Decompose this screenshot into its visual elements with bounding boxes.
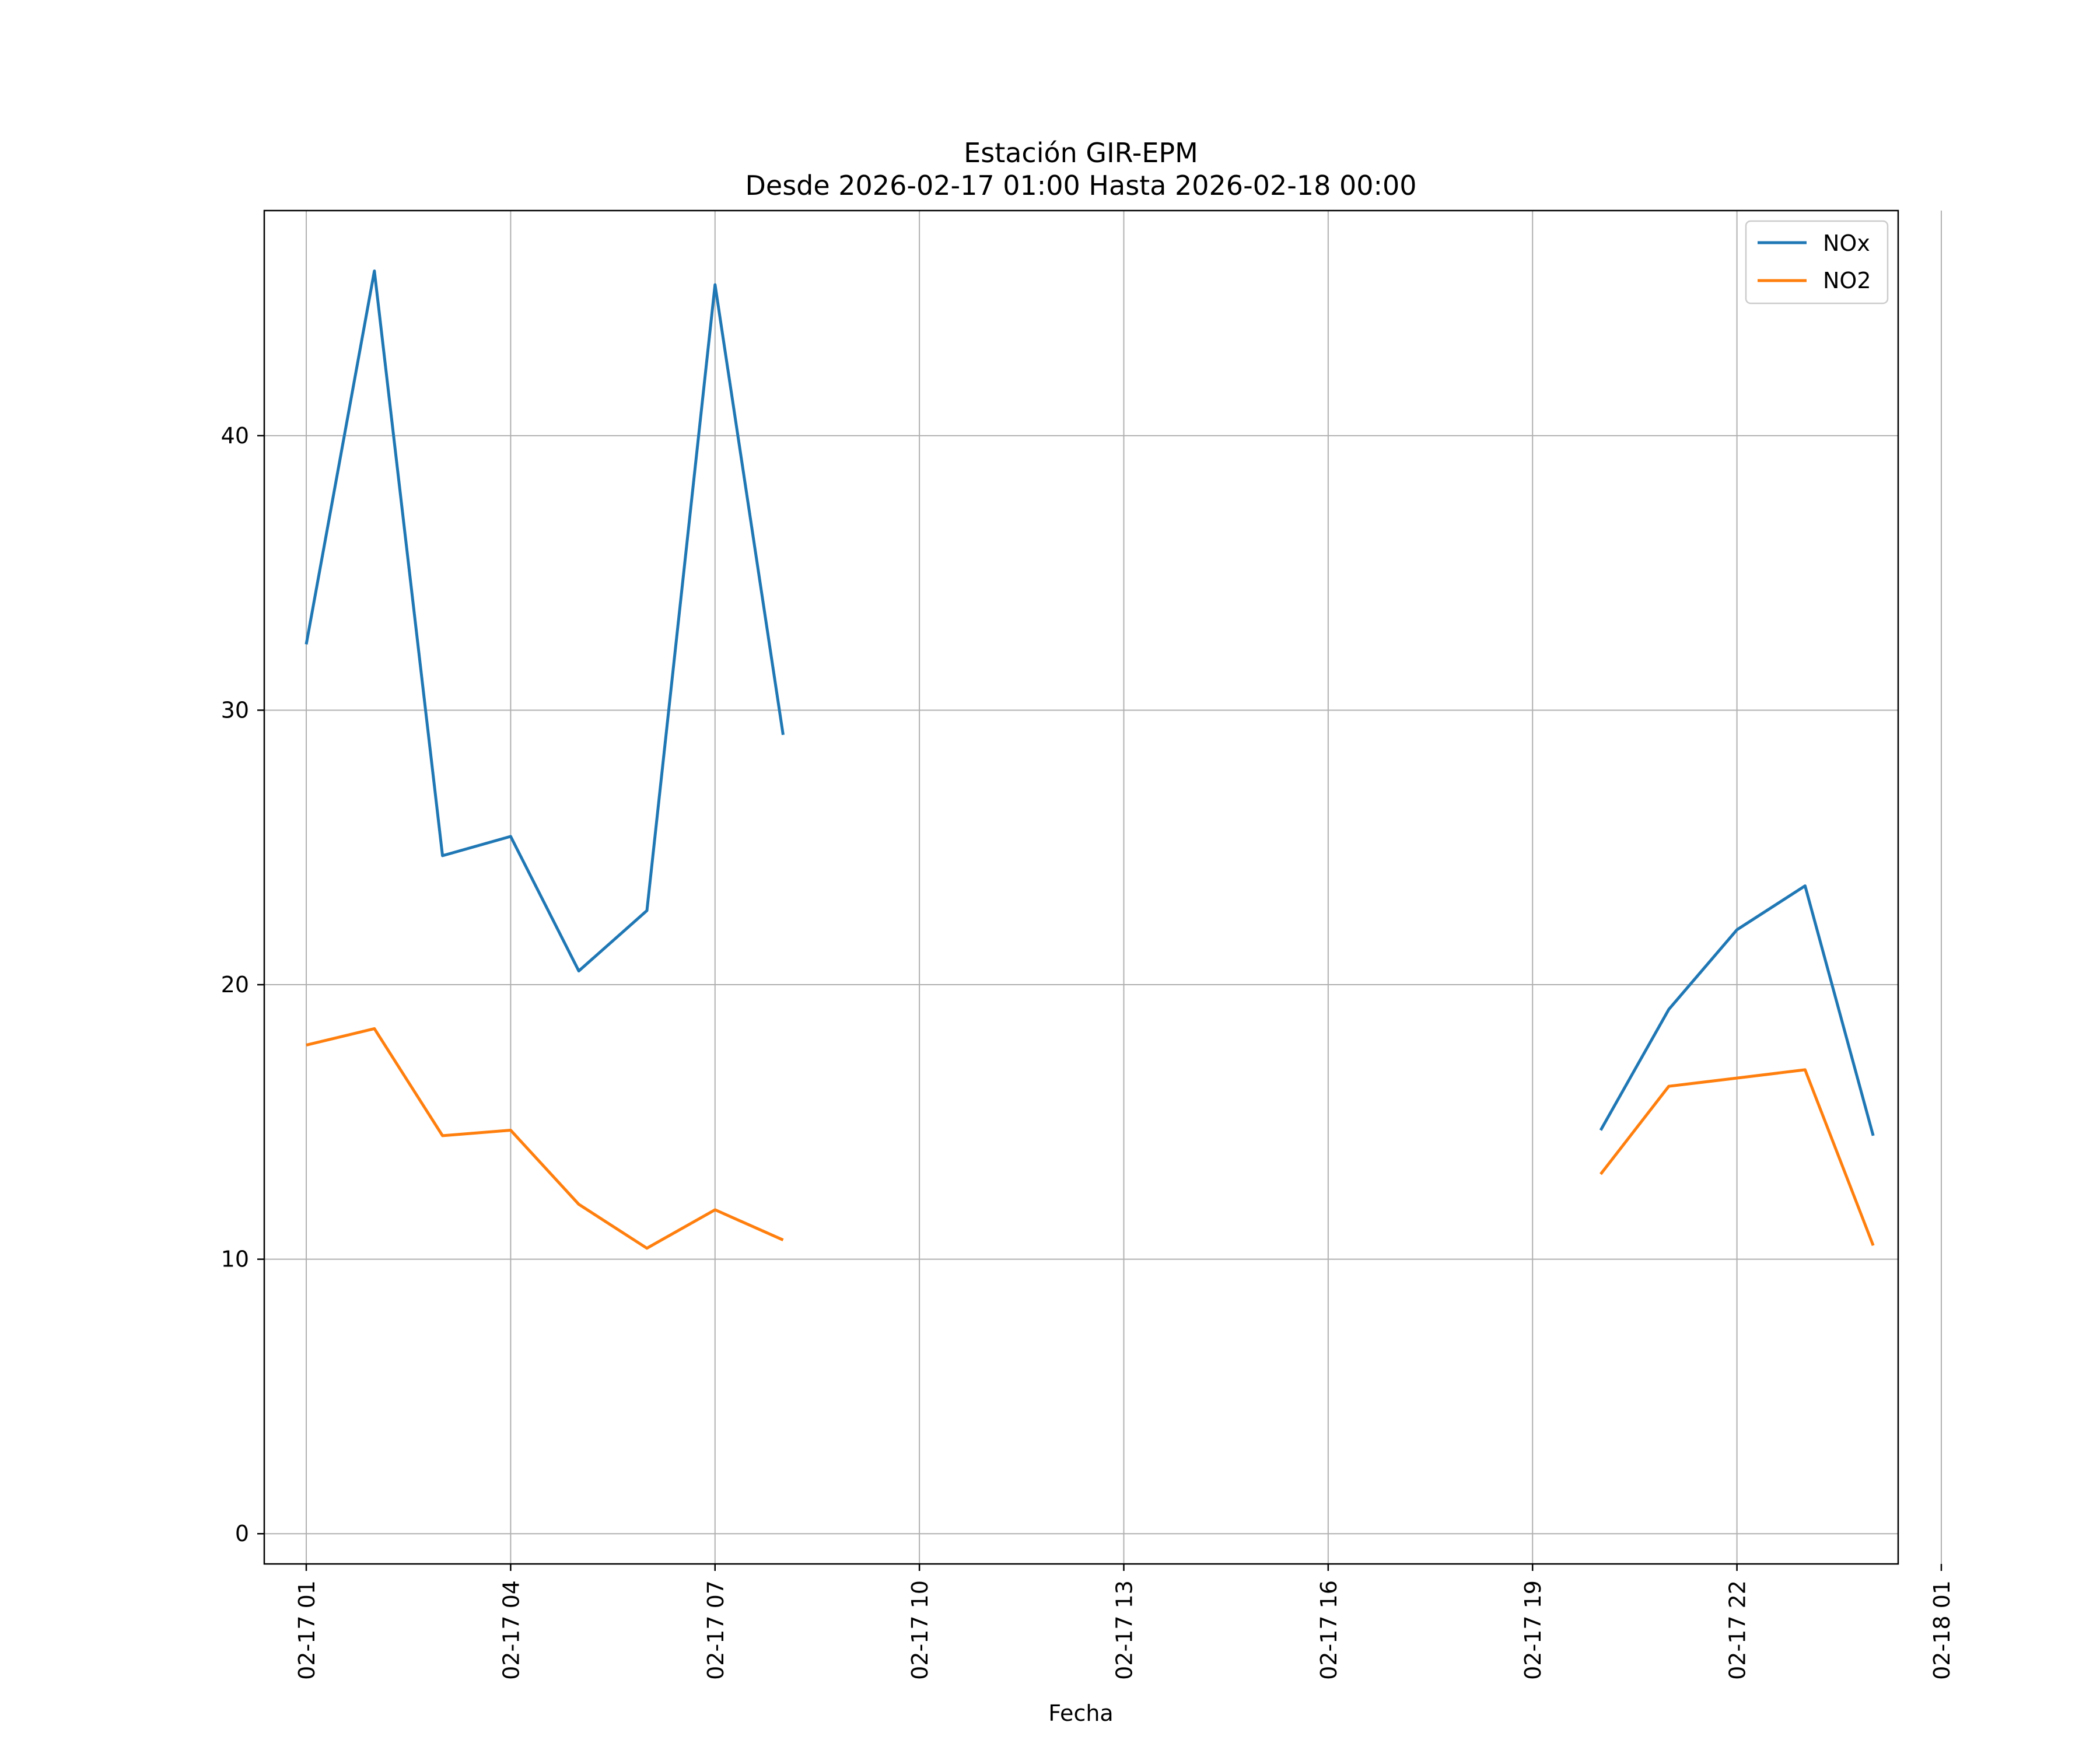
x-tick-label: 02-17 07: [703, 1580, 729, 1680]
y-tick-label: 10: [221, 1247, 249, 1272]
chart-title-line1: Estación GIR-EPM: [964, 137, 1198, 169]
legend: NOx NO2: [1745, 220, 1889, 304]
x-tick-label: 02-17 19: [1520, 1580, 1546, 1680]
x-tick-label: 02-17 04: [498, 1580, 524, 1680]
y-tick-label: 30: [221, 697, 249, 723]
x-axis-label: Fecha: [1048, 1700, 1113, 1726]
x-tick-label: 02-17 16: [1316, 1580, 1342, 1680]
legend-label-no2: NO2: [1823, 268, 1871, 293]
x-tick-label: 02-17 10: [907, 1580, 933, 1680]
plot-frame: [263, 209, 1899, 1565]
series-line-nox: [304, 270, 785, 972]
axis-ticks: 02-17 01 02-17 04 02-17 07 02-17 10 02-17 13…: [221, 423, 1955, 1680]
x-tick-label: 02-18 01: [1929, 1580, 1955, 1680]
plot-area: [264, 211, 1898, 1564]
series-line-no2: [1600, 1068, 1875, 1247]
y-tick-label: 20: [221, 972, 249, 998]
y-tick-label: 40: [221, 423, 249, 449]
series-line-no2: [306, 1027, 784, 1250]
legend-label-nox: NOx: [1823, 230, 1870, 256]
x-tick-label: 02-17 22: [1725, 1580, 1751, 1680]
grid: [264, 211, 1942, 1564]
x-tick-label: 02-17 13: [1111, 1580, 1137, 1680]
y-tick-label: 0: [235, 1521, 249, 1546]
chart-title-line2: Desde 2026-02-17 01:00 Hasta 2026-02-18 …: [745, 170, 1416, 201]
x-tick-label: 02-17 01: [294, 1580, 320, 1680]
series-lines: [304, 270, 1875, 1250]
series-line-nox: [1599, 884, 1875, 1136]
